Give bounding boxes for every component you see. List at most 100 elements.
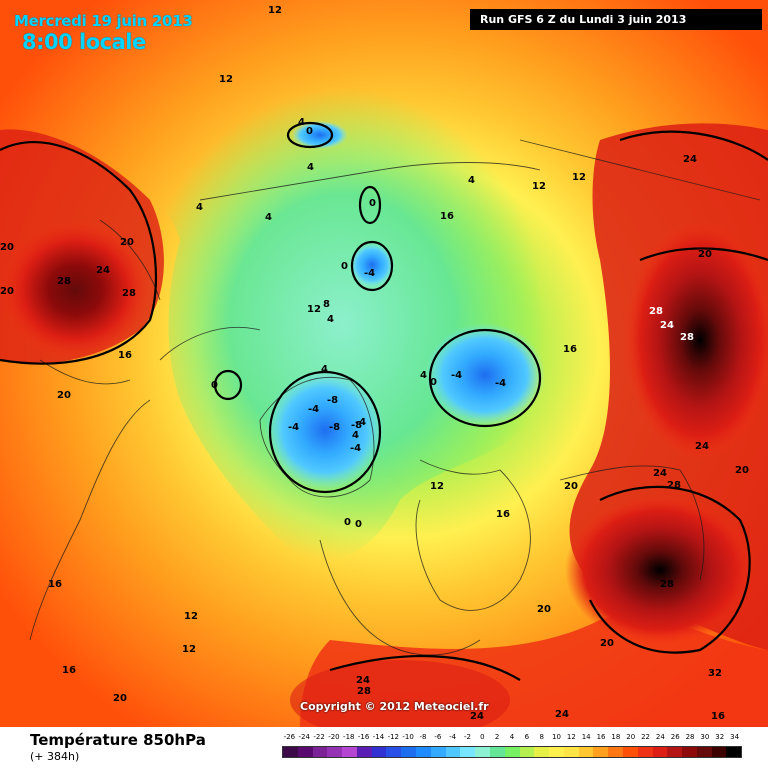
isotherm-label: 16 bbox=[440, 211, 454, 222]
isotherm-label: -8 bbox=[327, 395, 338, 406]
color-scale-tick: -22 bbox=[313, 733, 325, 741]
color-scale-swatch bbox=[283, 747, 298, 757]
isotherm-label: 0 bbox=[344, 517, 351, 528]
hot-core-east bbox=[625, 220, 768, 460]
isotherm-label: -4 bbox=[308, 404, 319, 415]
isotherm-label: 24 bbox=[555, 709, 569, 720]
cold-pocket-greenland bbox=[265, 370, 385, 490]
isotherm-label: 28 bbox=[57, 276, 71, 287]
color-scale-swatch bbox=[667, 747, 683, 757]
isotherm-label: 12 bbox=[307, 304, 321, 315]
color-scale-tick: 6 bbox=[524, 733, 530, 741]
color-scale-swatch bbox=[637, 747, 653, 757]
isotherm-label: 24 bbox=[695, 441, 709, 452]
isotherm-label: 28 bbox=[667, 480, 681, 491]
isotherm-label: 28 bbox=[122, 288, 136, 299]
color-scale-ticks: -26 -24 -22 -20 -18 -16 -14 -12 -10 -8 -6 -4 -2 0 2 4 6 8… bbox=[282, 733, 742, 745]
copyright-notice: Copyright © 2012 Meteociel.fr bbox=[300, 700, 489, 713]
isotherm-label: 20 bbox=[537, 604, 551, 615]
isotherm-label: -8 bbox=[329, 422, 340, 433]
isotherm-label: 20 bbox=[600, 638, 614, 649]
hot-core-south bbox=[290, 660, 510, 727]
isotherm-label: 24 bbox=[356, 675, 370, 686]
color-scale-tick: -4 bbox=[449, 733, 457, 741]
color-scale-swatch bbox=[682, 747, 697, 757]
isotherm-label: -4 bbox=[364, 268, 375, 279]
color-scale-tick: 10 bbox=[552, 733, 561, 741]
isotherm-label: 20 bbox=[57, 390, 71, 401]
model-run-label: Run GFS 6 Z du Lundi 3 juin 2013 bbox=[470, 9, 762, 30]
color-scale-tick: 0 bbox=[480, 733, 485, 741]
isotherm-label: 4 bbox=[196, 202, 203, 213]
isotherm-label: 4 bbox=[321, 364, 328, 375]
isotherm-label: 28 bbox=[680, 332, 694, 343]
color-scale-tick: 20 bbox=[626, 733, 636, 741]
color-scale-swatch bbox=[608, 747, 623, 757]
isotherm-label: 16 bbox=[48, 579, 62, 590]
color-scale-swatch bbox=[696, 747, 712, 757]
color-scale-tick: 16 bbox=[596, 733, 606, 741]
isotherm-label: 20 bbox=[113, 693, 127, 704]
isotherm-lines bbox=[0, 121, 768, 681]
isotherm-label: 0 bbox=[430, 377, 437, 388]
hot-core-southeast bbox=[565, 495, 755, 645]
isotherm-label: 28 bbox=[660, 579, 674, 590]
isotherm-label: 16 bbox=[496, 509, 510, 520]
color-scale-tick: 30 bbox=[700, 733, 710, 741]
forecast-hour: 8:00 locale bbox=[22, 30, 146, 54]
isotherm-label: 16 bbox=[62, 665, 76, 676]
isotherm-label: 12 bbox=[268, 5, 282, 16]
isotherm-label: 0 bbox=[341, 261, 348, 272]
cold-pocket-small bbox=[292, 121, 348, 149]
color-scale-swatch bbox=[622, 747, 638, 757]
color-scale-swatch bbox=[416, 747, 431, 757]
color-scale-swatch bbox=[386, 747, 402, 757]
color-scale-swatch bbox=[578, 747, 594, 757]
color-scale-tick: 4 bbox=[509, 733, 515, 741]
color-scale-tick: -12 bbox=[387, 733, 399, 741]
isotherm-label: 28 bbox=[649, 306, 663, 317]
isotherm-label: 24 bbox=[660, 320, 674, 331]
forecast-date: Mercredi 19 juin 2013 bbox=[14, 12, 193, 30]
color-scale-swatch bbox=[297, 747, 313, 757]
isotherm-label: 20 bbox=[698, 249, 712, 260]
color-scale-tick: -2 bbox=[463, 733, 471, 741]
isotherm-label: -4 bbox=[451, 370, 462, 381]
isotherm-label: 20 bbox=[0, 286, 14, 297]
isotherm-label: 28 bbox=[357, 686, 371, 697]
color-scale-swatch bbox=[475, 747, 490, 757]
color-scale-tick: -20 bbox=[328, 733, 340, 741]
color-scale-tick: -6 bbox=[434, 733, 442, 741]
color-scale-swatch bbox=[593, 747, 609, 757]
coastlines bbox=[29, 139, 761, 656]
color-scale-swatch bbox=[504, 747, 520, 757]
isotherm-label: -4 bbox=[495, 378, 506, 389]
isotherm-label: 12 bbox=[430, 481, 444, 492]
isotherm-label: 24 bbox=[470, 711, 484, 722]
isotherm-label: 0 bbox=[355, 519, 362, 530]
cold-pocket-arctic bbox=[425, 323, 545, 427]
isotherm-label: 24 bbox=[683, 154, 697, 165]
color-scale-tick: 32 bbox=[715, 733, 725, 741]
color-scale-tick: -16 bbox=[357, 733, 370, 741]
isotherm-label: 0 bbox=[211, 380, 218, 391]
color-scale-tick: -10 bbox=[402, 733, 414, 741]
isotherm-label: 12 bbox=[184, 611, 198, 622]
isotherm-label: -4 bbox=[350, 443, 361, 454]
color-scale-tick: -24 bbox=[298, 733, 310, 741]
isotherm-label: 20 bbox=[120, 237, 134, 248]
color-scale-swatch bbox=[534, 747, 550, 757]
color-scale-swatch bbox=[549, 747, 564, 757]
color-scale-tick: -26 bbox=[283, 733, 296, 741]
isotherm-label: 24 bbox=[653, 468, 667, 479]
isotherm-label: 16 bbox=[711, 711, 725, 722]
color-scale-tick: 14 bbox=[581, 733, 591, 741]
isotherm-label: 24 bbox=[96, 265, 110, 276]
forecast-lead-time: (+ 384h) bbox=[30, 750, 80, 763]
isotherm-label: -8 bbox=[351, 420, 362, 431]
isotherm-label: 16 bbox=[563, 344, 577, 355]
isotherm-label: 4 bbox=[307, 162, 314, 173]
isotherm-label: 4 bbox=[468, 175, 475, 186]
hot-core-west bbox=[0, 220, 150, 360]
isotherm-label: 4 bbox=[352, 430, 359, 441]
